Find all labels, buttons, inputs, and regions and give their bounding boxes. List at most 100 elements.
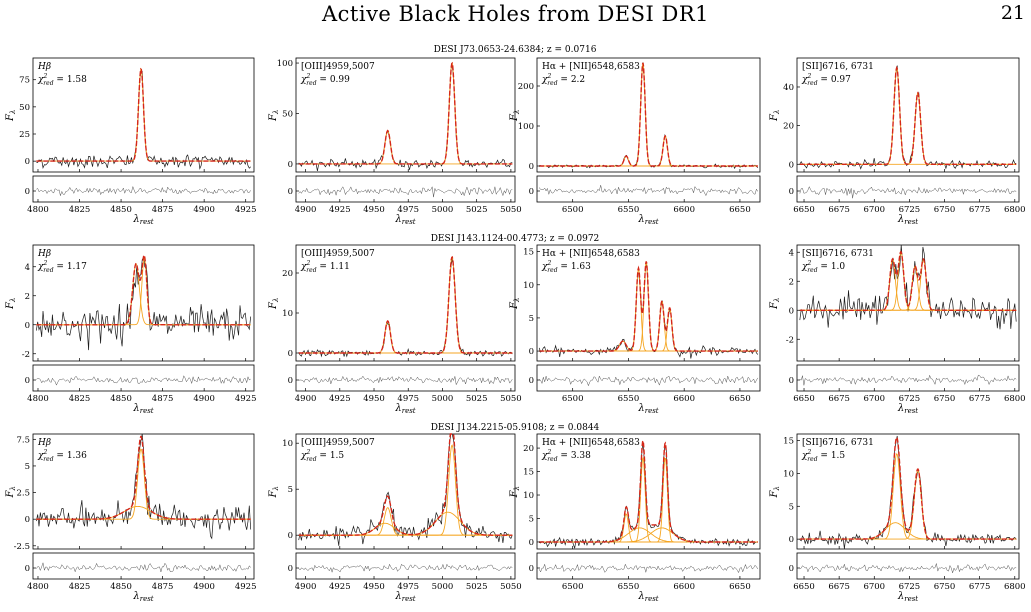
flux-axes-frame xyxy=(295,244,516,362)
y-tick-label: 2 xyxy=(25,292,30,302)
residuals xyxy=(36,561,251,573)
residuals xyxy=(799,562,1017,574)
y-tick-label: 75 xyxy=(19,76,30,86)
x-axis-label: λrest xyxy=(637,214,658,226)
x-axis-label: λrest xyxy=(637,403,658,415)
y-tick-label: 4 xyxy=(789,248,794,258)
residuals xyxy=(298,563,513,574)
y-tick-label: 5 xyxy=(288,485,293,495)
x-tick-label: 6500 xyxy=(562,394,584,404)
chi2-label: χ2 red = 3.38 xyxy=(541,449,591,463)
x-tick-label: 5025 xyxy=(466,205,488,215)
x-axis-label: λrest xyxy=(637,591,658,603)
fit-component xyxy=(539,306,758,352)
y-tick-label: 0 xyxy=(789,306,794,316)
y-axis-label: Fλ xyxy=(5,486,17,498)
x-tick-label: 6650 xyxy=(793,394,815,404)
flux-axes-frame xyxy=(536,433,761,550)
observed-spectrum xyxy=(799,435,1017,550)
x-tick-label: 5000 xyxy=(432,205,454,215)
y-tick-label: 7.5 xyxy=(16,435,30,445)
x-tick-label: 4900 xyxy=(193,394,215,404)
y-tick-label: 10 xyxy=(523,491,534,501)
residual-y-tick-label: 0 xyxy=(25,564,30,574)
chi2-label: χ2 red = 0.99 xyxy=(300,73,350,87)
x-tick-label: 4825 xyxy=(69,394,91,404)
y-tick-label: 20 xyxy=(282,269,293,279)
x-tick-label: 6750 xyxy=(934,582,956,592)
residuals xyxy=(298,375,513,386)
flux-axes-frame xyxy=(32,57,255,173)
x-tick-label: 6750 xyxy=(934,205,956,215)
y-tick-label: 0 xyxy=(529,162,534,172)
x-tick-label: 6675 xyxy=(828,582,850,592)
x-tick-label: 5025 xyxy=(466,394,488,404)
x-tick-label: 6775 xyxy=(969,205,991,215)
flux-axes-frame xyxy=(32,433,255,550)
residual-y-tick-label: 0 xyxy=(529,564,534,574)
y-axis-label: Fλ xyxy=(268,486,280,498)
residual-axes-frame xyxy=(536,364,761,392)
y-tick-label: 4 xyxy=(25,263,30,273)
y-tick-label: -2 xyxy=(786,335,794,345)
x-tick-label: 6600 xyxy=(673,582,695,592)
line-label: Hβ xyxy=(37,62,51,72)
y-tick-label: 0 xyxy=(789,535,794,545)
page-title-text: Active Black Holes from DESI DR1 xyxy=(321,2,709,26)
x-tick-label: 6500 xyxy=(562,582,584,592)
fit-component xyxy=(298,511,513,536)
y-tick-label: 0 xyxy=(25,157,30,167)
x-axis-label: λrest xyxy=(394,403,415,415)
fit-component xyxy=(799,266,1017,311)
x-axis-label: λrest xyxy=(897,591,918,603)
residual-axes-frame xyxy=(32,175,255,203)
x-tick-label: 4925 xyxy=(329,394,351,404)
residual-axes-frame xyxy=(536,175,761,203)
observed-spectrum xyxy=(298,433,513,546)
y-tick-label: 5 xyxy=(789,502,794,512)
residual-axes-frame xyxy=(796,175,1020,203)
x-tick-label: 4850 xyxy=(110,582,132,592)
fit-component xyxy=(539,457,758,543)
fit-component xyxy=(799,453,1017,540)
x-tick-label: 4850 xyxy=(110,394,132,404)
panel-3-3: 6500 6550 6600 6650 0 5 10 15 20 0 Fλ λrest Hα + [NI… xyxy=(509,433,761,603)
y-tick-label: 0 xyxy=(25,321,30,331)
x-tick-label: 4900 xyxy=(193,205,215,215)
y-tick-label: 10 xyxy=(783,469,794,479)
y-tick-label: 5 xyxy=(25,462,30,472)
y-axis-label: Fλ xyxy=(509,298,521,310)
residual-y-tick-label: 0 xyxy=(288,564,293,574)
panel-1-3: 6500 6550 6600 6650 0 100 200 0 Fλ λrest Hα + [NII… xyxy=(509,57,761,226)
x-tick-label: 6725 xyxy=(899,394,921,404)
x-tick-label: 6675 xyxy=(828,394,850,404)
chi2-label: χ2 red = 1.63 xyxy=(541,260,591,274)
x-tick-label: 6750 xyxy=(934,394,956,404)
y-tick-label: 100 xyxy=(277,59,293,69)
total-fit xyxy=(539,438,758,543)
object-row-1: DESI J73.0653-24.6384; z = 0.0716 4800 482… xyxy=(5,45,1026,226)
x-tick-label: 6650 xyxy=(793,582,815,592)
y-tick-label: 5 xyxy=(529,314,534,324)
x-tick-label: 4850 xyxy=(110,205,132,215)
x-axis-label: λrest xyxy=(394,591,415,603)
y-tick-label: 15 xyxy=(523,468,534,478)
y-tick-label: 0 xyxy=(288,160,293,170)
x-axis-label: λrest xyxy=(132,403,153,415)
x-tick-label: 4925 xyxy=(235,205,257,215)
line-label: Hα + [NII]6548,6583 xyxy=(542,438,640,448)
chi2-label: χ2 red = 0.97 xyxy=(801,73,851,87)
x-tick-label: 4900 xyxy=(193,582,215,592)
x-tick-label: 6650 xyxy=(729,205,751,215)
observed-spectrum xyxy=(298,259,513,358)
chi2-label: χ2 red = 1.5 xyxy=(801,449,845,463)
y-tick-label: 15 xyxy=(523,248,534,258)
x-tick-label: 5050 xyxy=(500,394,522,404)
total-fit xyxy=(539,62,758,167)
line-label: [OIII]4959,5007 xyxy=(301,438,375,448)
fit-component xyxy=(539,261,758,352)
residual-y-tick-label: 0 xyxy=(529,376,534,386)
x-tick-label: 4925 xyxy=(329,205,351,215)
